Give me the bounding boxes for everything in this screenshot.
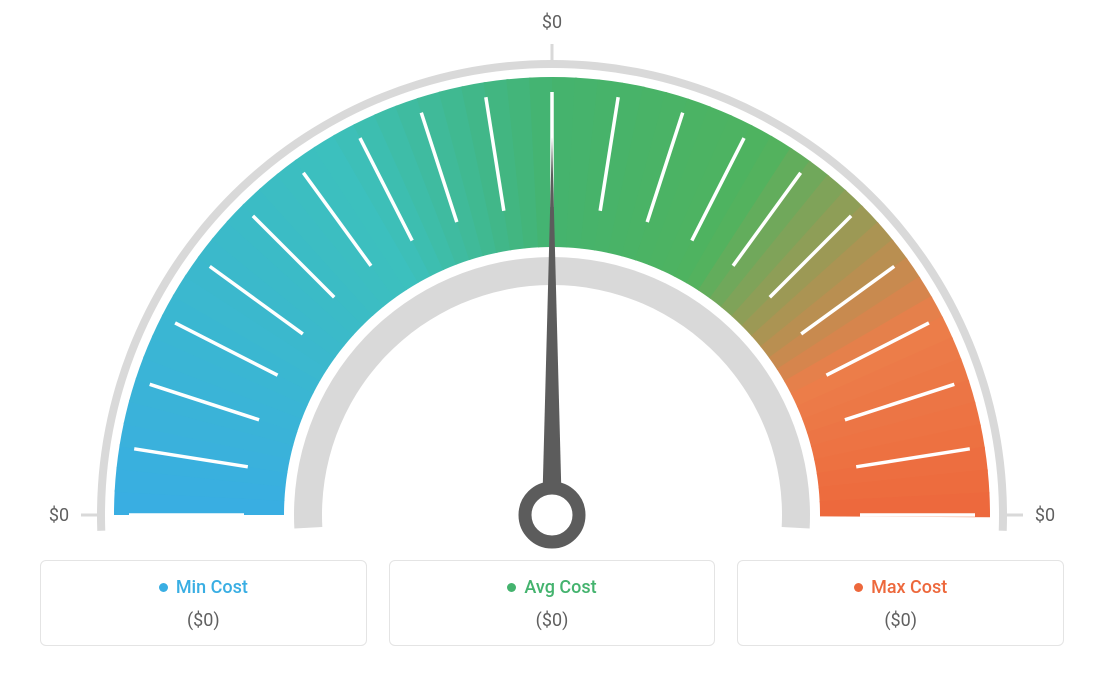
legend-card-max: Max Cost ($0) <box>737 560 1064 646</box>
legend-dot-min <box>159 583 168 592</box>
legend-value-min: ($0) <box>51 610 356 631</box>
legend-card-avg: Avg Cost ($0) <box>389 560 716 646</box>
gauge-svg: $0 $0 $0 <box>40 10 1064 550</box>
gauge-tick-label: $0 <box>542 12 562 33</box>
legend-card-min: Min Cost ($0) <box>40 560 367 646</box>
gauge-hub <box>525 488 579 542</box>
gauge-tick-label: $0 <box>1035 505 1055 526</box>
gauge-tick-label: $0 <box>49 505 69 526</box>
legend-label-avg: Avg Cost <box>524 577 596 598</box>
legend-label-max: Max Cost <box>871 577 947 598</box>
legend-dot-avg <box>507 583 516 592</box>
legend-value-max: ($0) <box>748 610 1053 631</box>
cost-gauge-container: $0 $0 $0 Min Cost ($0) Avg Cost ($0) Max C… <box>0 0 1104 690</box>
legend-row: Min Cost ($0) Avg Cost ($0) Max Cost ($0… <box>40 560 1064 646</box>
legend-label-min: Min Cost <box>176 577 248 598</box>
legend-value-avg: ($0) <box>400 610 705 631</box>
legend-dot-max <box>854 583 863 592</box>
gauge-chart: $0 $0 $0 <box>40 10 1064 550</box>
